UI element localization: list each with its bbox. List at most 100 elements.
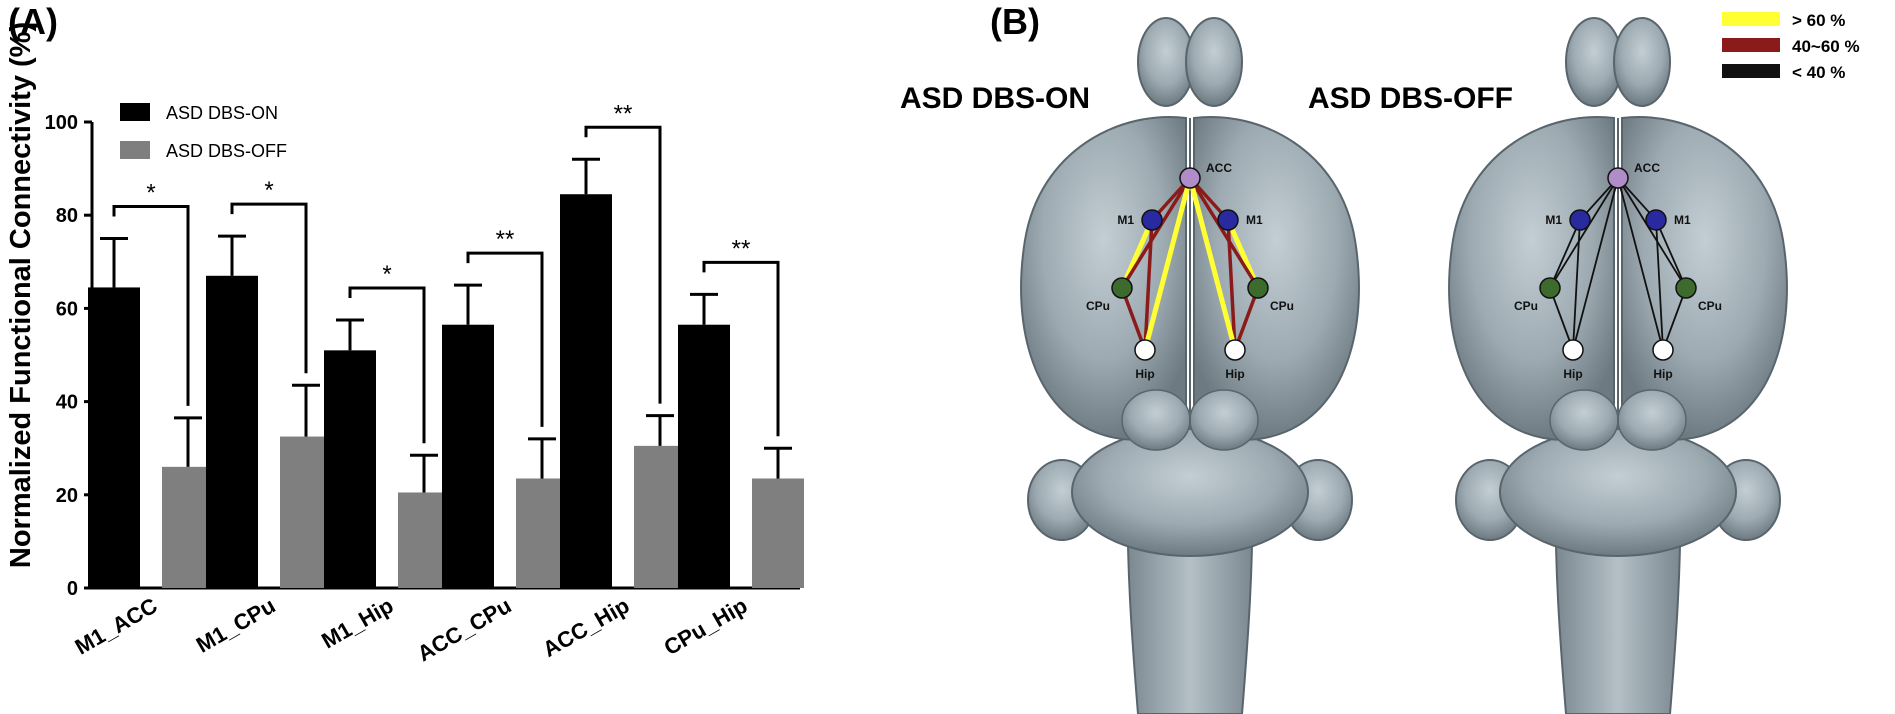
connectivity-legend-swatch [1722,38,1780,52]
connection-edge [1549,177,1619,289]
significance-bracket [348,286,426,444]
connection-edge [1617,177,1687,289]
bar-dbs-on [560,194,612,589]
x-category-label: M1_ACC [71,593,162,660]
y-tick-label: 100 [45,112,78,134]
region-label: Hip [1653,367,1672,381]
bar-series [88,194,804,589]
bar-dbs-off [280,436,332,588]
significance-marker: ** [732,235,751,262]
significance-brackets: * ******** [112,100,780,444]
connectivity-legend-label: > 60 % [1792,11,1845,30]
y-tick-label: 40 [56,392,78,414]
bar-dbs-off [634,445,686,588]
connection-edge [1549,219,1581,289]
region-node [1134,339,1156,361]
network-on-edges-nodes: ACC M1 M1 CPu CPu Hip Hip [1086,161,1294,381]
region-label: ACC [1634,161,1660,175]
region-label: ACC [1206,161,1232,175]
bar-dbs-on [324,350,376,588]
network-off-edges-nodes: ACC M1 M1 CPu CPu Hip Hip [1514,161,1722,381]
legend-label: ASD DBS-ON [166,103,278,123]
legend-label: ASD DBS-OFF [166,141,287,161]
connection-edge [1120,286,1147,352]
bar-dbs-on [206,275,258,588]
region-node [1179,167,1201,189]
x-category-label: ACC_CPu [413,593,515,667]
x-category-label: CPu_Hip [660,593,752,660]
connection-edge [1233,286,1260,352]
error-bars [100,157,792,493]
y-tick-label: 60 [56,298,78,320]
region-node [1539,277,1561,299]
connection-edge [1188,176,1260,290]
region-label: CPu [1270,299,1294,313]
significance-bracket [584,125,662,404]
connection-edge [1142,175,1193,353]
region-label: Hip [1563,367,1582,381]
connection-edge [1120,176,1192,290]
y-axis-ticks: 0 20 40 60 80 100 [45,112,92,600]
region-label: M1 [1545,213,1562,227]
significance-marker: * [146,180,155,207]
significance-bracket [112,205,190,406]
region-label: M1 [1674,213,1691,227]
connection-edge [1187,175,1238,353]
x-category-label: M1_CPu [192,593,280,658]
region-label: CPu [1698,299,1722,313]
brain-off-image [1448,17,1788,714]
connectivity-legend-label: 40~60 % [1792,37,1860,56]
connectivity-legend-swatch [1722,64,1780,78]
y-axis-title: Normalized Functional Connectivity (%) [5,22,37,568]
bar-dbs-off [516,478,568,588]
region-node [1111,277,1133,299]
region-node [1607,167,1629,189]
bar-dbs-on [442,324,494,588]
y-tick-label: 20 [56,485,78,507]
region-node [1645,209,1667,231]
significance-marker: * [382,261,391,288]
legend-swatch [120,103,150,121]
x-category-label: ACC_Hip [538,593,633,662]
bar-dbs-off [398,492,450,588]
panel-a-label: (A) [8,1,58,42]
connection-edge [1617,177,1664,351]
connectivity-legend: > 60 % 40~60 % < 40 % [1722,11,1860,82]
x-category-label: M1_Hip [317,593,397,654]
region-label: CPu [1086,299,1110,313]
region-label: M1 [1117,213,1134,227]
region-label: CPu [1514,299,1538,313]
significance-bracket [466,251,544,427]
significance-bracket [702,260,780,437]
bar-dbs-off [752,478,804,588]
brain-on-network [1020,17,1360,714]
bar-dbs-on [678,324,730,588]
significance-marker: * [264,177,273,204]
significance-marker: ** [614,100,633,127]
brain-off-network [1448,17,1788,714]
chart-legend: ASD DBS-ON ASD DBS-OFF [120,103,287,161]
connection-edge [1655,219,1687,289]
region-node [1652,339,1674,361]
region-node [1217,209,1239,231]
panel-b-label: (B) [990,1,1040,42]
condition-title-on: ASD DBS-ON [900,82,1090,115]
region-label: M1 [1246,213,1263,227]
region-node [1569,209,1591,231]
region-node [1247,277,1269,299]
region-label: Hip [1135,367,1154,381]
significance-bracket [230,202,308,374]
bar-dbs-on [88,287,140,588]
x-axis-category-labels: M1_ACC M1_CPu M1_Hip ACC_CPu ACC_Hip CPu_Hip [71,593,752,667]
region-node [1224,339,1246,361]
y-tick-label: 0 [67,578,78,600]
connection-edge [1662,287,1687,351]
region-label: Hip [1225,367,1244,381]
connectivity-legend-swatch [1722,12,1780,26]
legend-swatch [120,141,150,159]
connection-edge [1549,287,1574,351]
significance-marker: ** [496,226,515,253]
region-node [1141,209,1163,231]
brain-on-image [1020,17,1360,714]
connection-edge [1572,177,1619,351]
